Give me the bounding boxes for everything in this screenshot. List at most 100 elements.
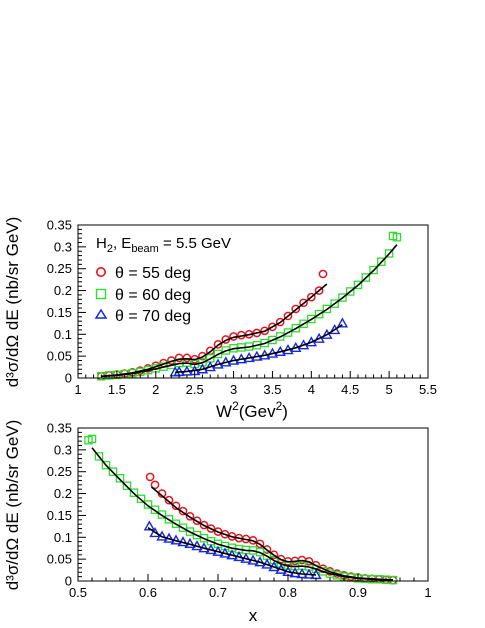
data-point-x-60 — [150, 505, 160, 514]
data-point-W-55 — [260, 326, 270, 336]
data-point-W-60 — [384, 249, 394, 258]
x-tick-label-W-0: 1 — [74, 382, 81, 397]
y-tick-label-x-0: 0 — [65, 574, 72, 589]
legend-item-70: θ = 70 deg — [94, 308, 191, 325]
x-axis-title-w2: W2(Gev2) — [216, 399, 288, 421]
data-point-x-60 — [108, 467, 118, 476]
data-point-x-55 — [178, 506, 188, 516]
ticks-w2: 1 1.5 2 2.5 3 3.5 4 4.5 5 5.5 0 0.05 0.1 0.15 0.2 0.25 0… — [47, 218, 437, 398]
data-point-W-55 — [299, 298, 308, 308]
legend-item-60: θ = 60 deg — [95, 287, 191, 304]
y-tick-label-W-4: 0.2 — [54, 283, 72, 298]
data-point-W-60 — [392, 232, 402, 242]
y-tick-label-W-5: 0.25 — [47, 261, 72, 276]
x-tick-label-x-3: 0.8 — [279, 585, 297, 600]
model-curve-W-70 — [175, 324, 343, 374]
model-curve-x-70 — [147, 527, 317, 576]
panel-w2: 1 1.5 2 2.5 3 3.5 4 4.5 5 5.5 0 0.05 0.1 0.15 0.2 0.25 0… — [3, 217, 437, 421]
y-tick-label-W-1: 0.05 — [47, 349, 72, 364]
y-tick-label-x-7: 0.35 — [47, 421, 72, 436]
x-tick-label-W-9: 5.5 — [419, 382, 437, 397]
legend: θ = 55 deg θ = 60 deg θ = 70 deg — [94, 265, 191, 325]
data-point-x-60 — [129, 488, 139, 497]
x-tick-label-W-2: 2 — [152, 382, 159, 397]
data-point-x-60 — [101, 460, 111, 470]
data-point-x-55 — [185, 511, 195, 521]
data-point-x-60 — [87, 434, 97, 444]
data-point-W-60 — [361, 273, 371, 282]
panel-x: 0.5 0.6 0.7 0.8 0.9 1 0 0.05 0.1 0.15 0.2 0.25 0.3 0.… — [3, 420, 432, 625]
data-point-W-70 — [328, 323, 341, 335]
data-point-W-55 — [291, 304, 301, 314]
data-point-W-55 — [268, 322, 277, 332]
data-point-x-55 — [145, 472, 155, 482]
x-tick-label-W-8: 5 — [385, 382, 392, 397]
data-point-x-70 — [143, 520, 156, 531]
x-tick-label-x-4: 0.9 — [349, 585, 367, 600]
data-point-x-60 — [164, 515, 174, 524]
legend-marker-55 — [96, 266, 107, 277]
data-point-x-55 — [206, 524, 216, 533]
data-point-W-60 — [322, 304, 332, 314]
data-point-W-60 — [283, 328, 293, 337]
data-point-W-55 — [213, 339, 223, 349]
x-tick-label-x-5: 1 — [424, 585, 431, 600]
data-point-W-70 — [321, 328, 333, 339]
y-axis-title-x: d³σ/dΩ dE (nb/sr GeV) — [3, 420, 22, 591]
y-tick-label-x-1: 0.05 — [47, 552, 72, 567]
data-point-W-60 — [369, 265, 378, 275]
data-point-x-60 — [143, 500, 153, 509]
x-tick-label-W-7: 4.5 — [341, 382, 359, 397]
legend-label-55: θ = 55 deg — [115, 265, 191, 282]
data-point-x-55 — [255, 539, 265, 549]
y-tick-label-x-5: 0.25 — [47, 464, 72, 479]
data-point-W-60 — [330, 299, 339, 308]
x-tick-label-W-1: 1.5 — [108, 382, 126, 397]
data-point-W-60 — [314, 309, 324, 319]
y-axis-title-w2: d³σ/dΩ dE (nb/sr GeV) — [3, 217, 22, 388]
data-point-W-55 — [314, 286, 324, 295]
x-tick-label-W-4: 3 — [230, 382, 237, 397]
data-point-x-55 — [164, 495, 174, 505]
axes-frame-x — [77, 427, 429, 582]
data-point-W-60 — [338, 293, 347, 302]
legend-marker-60 — [95, 288, 107, 300]
data-point-W-60 — [307, 314, 316, 324]
data-point-x-60 — [94, 452, 104, 461]
legend-label-60: θ = 60 deg — [115, 287, 191, 304]
data-point-W-60 — [353, 280, 363, 290]
data-point-W-60 — [377, 257, 386, 266]
x-tick-label-W-3: 2.5 — [186, 382, 204, 397]
x-axis-title-x: x — [249, 606, 258, 625]
y-tick-label-x-4: 0.2 — [54, 486, 72, 501]
data-point-W-55 — [318, 269, 328, 279]
axes-frame-w2 — [77, 224, 429, 379]
model-curve-W-60 — [101, 244, 398, 378]
data-point-x-55 — [171, 501, 181, 511]
y-tick-label-W-2: 0.1 — [54, 327, 72, 342]
data-point-W-60 — [345, 287, 355, 296]
data-point-x-60 — [122, 481, 132, 490]
legend-label-70: θ = 70 deg — [115, 308, 191, 325]
y-tick-label-x-6: 0.3 — [54, 442, 72, 457]
data-point-W-60 — [291, 323, 301, 333]
data-point-x-55 — [199, 520, 209, 530]
x-tick-label-W-5: 3.5 — [263, 382, 281, 397]
x-tick-label-W-6: 4 — [308, 382, 315, 397]
y-tick-label-W-7: 0.35 — [47, 218, 72, 233]
y-tick-label-x-2: 0.1 — [54, 530, 72, 545]
model-curve-x-55 — [150, 486, 394, 581]
plot-area-x — [84, 434, 398, 585]
legend-item-55: θ = 55 deg — [96, 265, 191, 282]
data-point-W-55 — [306, 292, 316, 302]
data-point-W-60 — [299, 319, 308, 329]
data-point-x-60 — [157, 510, 167, 519]
y-tick-label-x-3: 0.15 — [47, 508, 72, 523]
x-tick-label-x-0: 0.5 — [69, 585, 87, 600]
model-curve-x-60 — [91, 447, 394, 581]
data-point-W-55 — [275, 317, 285, 327]
data-point-x-70 — [149, 526, 161, 538]
data-point-x-60 — [115, 474, 125, 483]
x-tick-label-x-1: 0.6 — [139, 585, 157, 600]
